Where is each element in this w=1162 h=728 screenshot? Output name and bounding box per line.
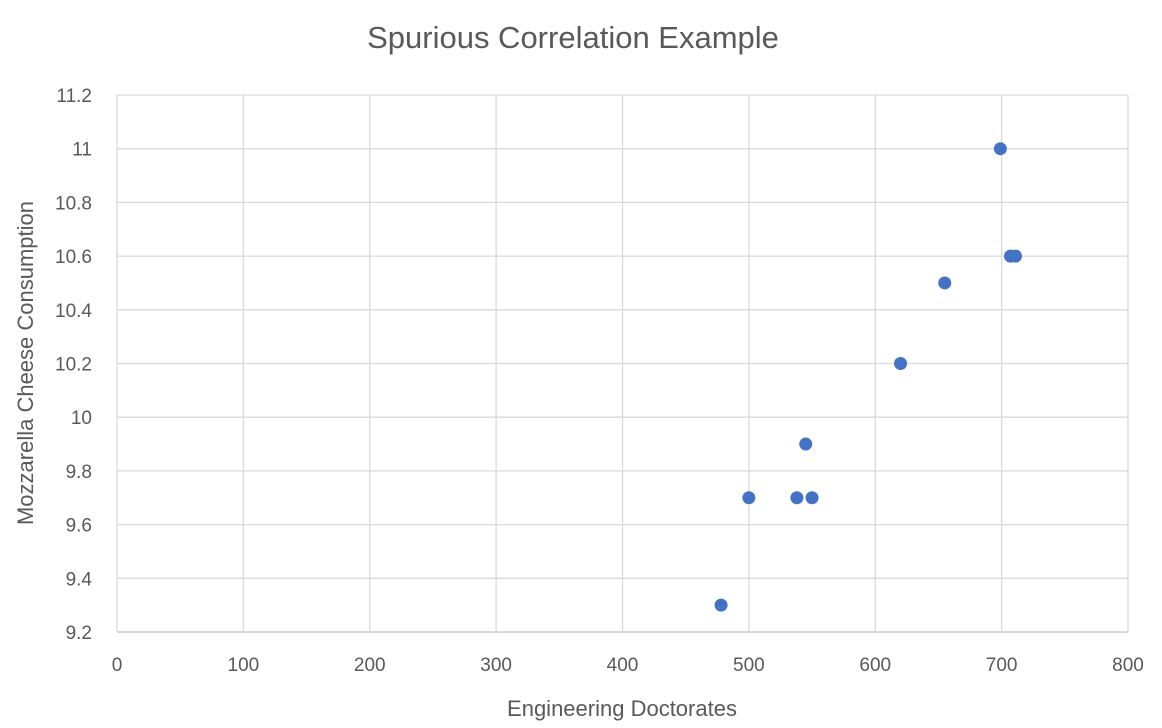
x-tick-label: 600 — [859, 655, 891, 676]
y-tick-label: 9.6 — [66, 516, 92, 537]
y-tick-label: 10.2 — [55, 355, 92, 376]
y-tick-label: 10.4 — [55, 301, 92, 322]
data-point — [938, 276, 952, 290]
x-axis-ticks: 0 100 200 300 400 500 600 700 800 — [112, 655, 1144, 676]
data-point — [993, 142, 1007, 156]
x-tick-label: 200 — [354, 655, 386, 676]
data-point — [714, 598, 728, 612]
data-point — [742, 491, 756, 505]
y-axis-label: Mozzarella Cheese Consumption — [13, 201, 38, 525]
data-point — [894, 357, 908, 370]
y-tick-label: 11 — [72, 140, 92, 161]
gridlines — [116, 94, 1129, 633]
x-tick-label: 800 — [1112, 655, 1144, 676]
y-tick-label: 11.2 — [56, 86, 92, 107]
y-tick-label: 9.8 — [66, 462, 92, 483]
x-tick-label: 500 — [733, 655, 765, 676]
x-tick-label: 300 — [480, 655, 512, 676]
x-tick-label: 400 — [607, 655, 639, 676]
chart-title: Spurious Correlation Example — [367, 20, 779, 55]
x-tick-label: 700 — [986, 655, 1018, 676]
x-tick-label: 100 — [228, 655, 260, 676]
data-point — [790, 491, 804, 505]
x-axis-label: Engineering Doctorates — [507, 696, 737, 721]
data-point — [1009, 249, 1023, 263]
y-axis-ticks: 9.2 9.4 9.6 9.8 10 10.2 10.4 10.6 10.8 11 11.2 — [55, 86, 92, 644]
data-point — [799, 437, 813, 451]
data-points — [714, 142, 1023, 612]
y-tick-label: 10.8 — [55, 193, 92, 214]
y-tick-label: 10.6 — [55, 247, 92, 268]
data-point — [805, 491, 819, 505]
y-tick-label: 9.2 — [66, 623, 92, 644]
x-tick-label: 0 — [112, 655, 123, 676]
y-tick-label: 10 — [71, 408, 92, 429]
y-tick-label: 9.4 — [66, 569, 93, 590]
